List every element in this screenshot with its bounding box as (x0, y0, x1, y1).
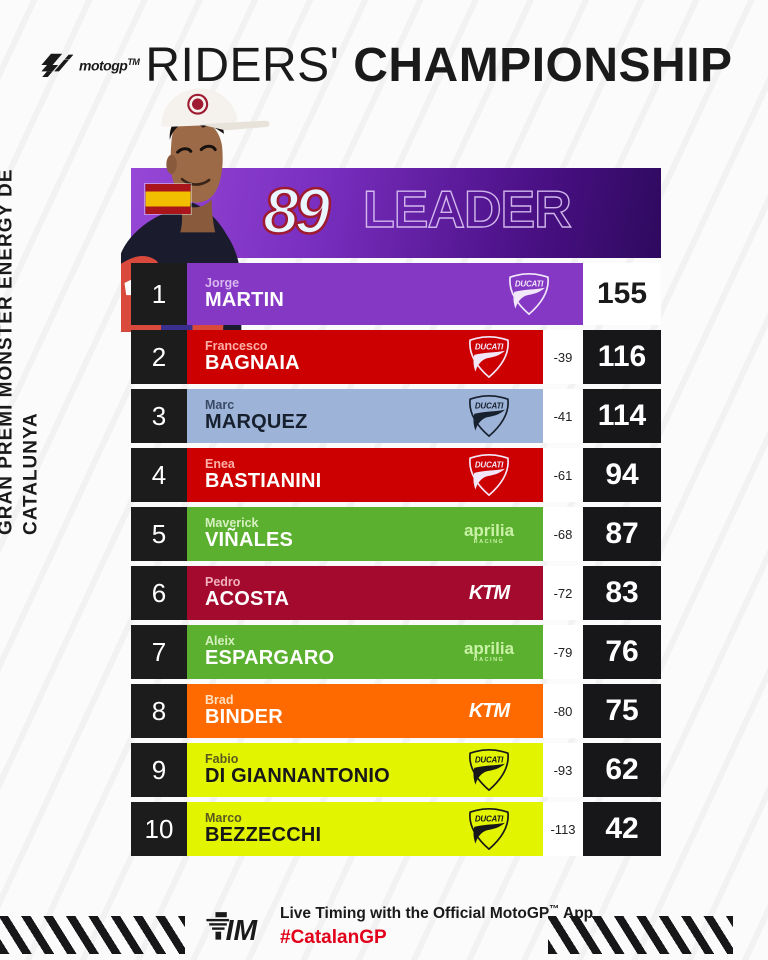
svg-text:IM: IM (226, 915, 259, 945)
